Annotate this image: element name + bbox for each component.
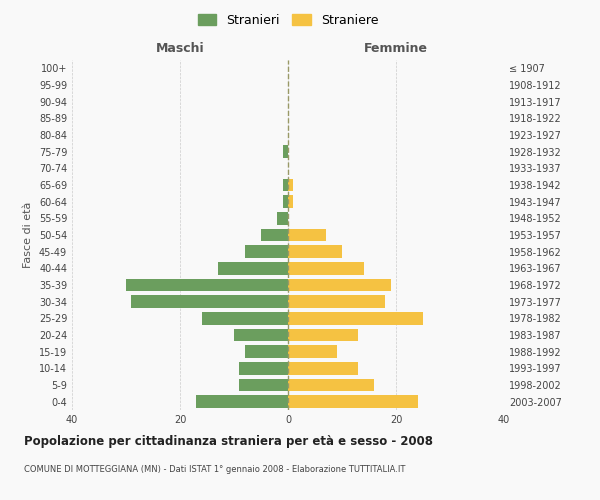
Bar bbox=[261, 229, 288, 241]
Y-axis label: Fasce di età: Fasce di età bbox=[23, 202, 33, 268]
Bar bbox=[288, 346, 337, 358]
Bar bbox=[283, 196, 288, 208]
Bar bbox=[288, 362, 358, 374]
Bar bbox=[288, 262, 364, 274]
Bar bbox=[288, 329, 358, 341]
Bar bbox=[239, 379, 288, 391]
Bar bbox=[288, 229, 326, 241]
Bar bbox=[245, 246, 288, 258]
Bar bbox=[131, 296, 288, 308]
Bar bbox=[283, 146, 288, 158]
Bar bbox=[239, 362, 288, 374]
Text: Femmine: Femmine bbox=[364, 42, 428, 55]
Text: Popolazione per cittadinanza straniera per età e sesso - 2008: Popolazione per cittadinanza straniera p… bbox=[24, 435, 433, 448]
Bar bbox=[288, 246, 342, 258]
Bar bbox=[288, 196, 293, 208]
Bar bbox=[288, 396, 418, 408]
Bar bbox=[245, 346, 288, 358]
Bar bbox=[288, 179, 293, 192]
Bar bbox=[288, 279, 391, 291]
Bar bbox=[126, 279, 288, 291]
Bar bbox=[218, 262, 288, 274]
Bar bbox=[196, 396, 288, 408]
Bar bbox=[202, 312, 288, 324]
Bar bbox=[277, 212, 288, 224]
Bar bbox=[288, 379, 374, 391]
Legend: Stranieri, Straniere: Stranieri, Straniere bbox=[193, 8, 383, 32]
Bar bbox=[288, 296, 385, 308]
Bar bbox=[288, 312, 423, 324]
Text: COMUNE DI MOTTEGGIANA (MN) - Dati ISTAT 1° gennaio 2008 - Elaborazione TUTTITALI: COMUNE DI MOTTEGGIANA (MN) - Dati ISTAT … bbox=[24, 465, 406, 474]
Text: Maschi: Maschi bbox=[155, 42, 205, 55]
Bar bbox=[234, 329, 288, 341]
Bar bbox=[283, 179, 288, 192]
